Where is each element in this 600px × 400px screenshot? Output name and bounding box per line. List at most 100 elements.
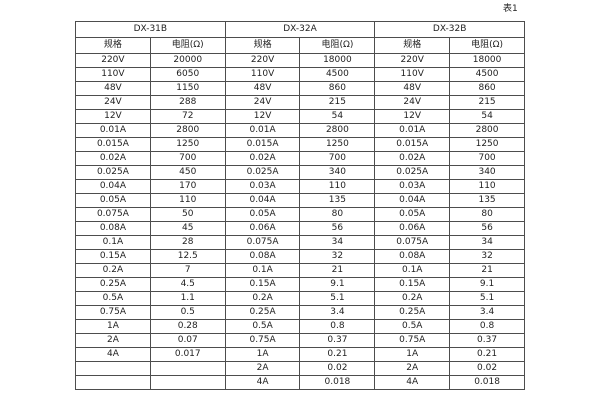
- resistance-cell: 1250: [149, 137, 226, 152]
- resistance-cell: 34: [299, 235, 376, 250]
- spec-cell: 0.03A: [224, 179, 301, 194]
- spec-cell: 48V: [224, 81, 301, 96]
- table-row: 0.2A 7 0.1A 21 0.1A 21: [75, 263, 525, 278]
- spec-cell: 12V: [224, 109, 301, 124]
- table-row: 24V 288 24V 215 24V 215: [75, 95, 525, 110]
- spec-cell: 220V: [75, 53, 151, 68]
- spec-cell: 0.02A: [75, 151, 151, 166]
- resistance-cell: 860: [449, 81, 525, 96]
- resistance-cell: 0.37: [299, 333, 376, 348]
- resistance-cell: 0.5: [149, 305, 226, 320]
- resistance-cell: 0.37: [449, 333, 525, 348]
- spec-cell: 24V: [374, 95, 451, 110]
- resistance-cell: 54: [449, 109, 525, 124]
- resistance-cell: 0.02: [299, 361, 376, 376]
- spec-cell: 4A: [374, 375, 451, 390]
- spec-cell: 0.025A: [374, 165, 451, 180]
- resistance-cell: 110: [449, 179, 525, 194]
- table-row: 0.75A 0.5 0.25A 3.4 0.25A 3.4: [75, 305, 525, 320]
- group-header-row: DX-31B DX-32A DX-32B: [75, 21, 525, 38]
- spec-cell: 0.05A: [75, 193, 151, 208]
- spec-cell: 12V: [75, 109, 151, 124]
- resistance-cell: 700: [299, 151, 376, 166]
- resistance-column-header: 电阻(Ω): [299, 37, 376, 54]
- spec-cell: 0.025A: [224, 165, 301, 180]
- group-header-dx31b: DX-31B: [75, 21, 226, 38]
- resistance-cell: 1250: [299, 137, 376, 152]
- resistance-cell: 170: [149, 179, 226, 194]
- table-row: 0.5A 1.1 0.2A 5.1 0.2A 5.1: [75, 291, 525, 306]
- spec-cell: 2A: [75, 333, 151, 348]
- spec-cell: 0.025A: [75, 165, 151, 180]
- resistance-cell: 1150: [149, 81, 226, 96]
- spec-cell: 0.25A: [374, 305, 451, 320]
- spec-cell: 0.08A: [75, 221, 151, 236]
- resistance-cell: 12.5: [149, 249, 226, 264]
- table-row: 2A 0.07 0.75A 0.37 0.75A 0.37: [75, 333, 525, 348]
- resistance-cell: 700: [149, 151, 226, 166]
- resistance-column-header: 电阻(Ω): [449, 37, 525, 54]
- spec-cell: 0.01A: [75, 123, 151, 138]
- table-row: 220V 20000 220V 18000 220V 18000: [75, 53, 525, 68]
- resistance-cell: 135: [449, 193, 525, 208]
- resistance-cell: 28: [149, 235, 226, 250]
- spec-cell: 1A: [224, 347, 301, 362]
- spec-cell: 0.02A: [224, 151, 301, 166]
- resistance-cell: 20000: [149, 53, 226, 68]
- spec-cell: 0.075A: [75, 207, 151, 222]
- table-row: 0.015A 1250 0.015A 1250 0.015A 1250: [75, 137, 525, 152]
- spec-cell: 0.06A: [224, 221, 301, 236]
- spec-cell: 110V: [75, 67, 151, 82]
- resistance-cell: 72: [149, 109, 226, 124]
- spec-column-header: 规格: [374, 37, 451, 54]
- spec-cell: 110V: [224, 67, 301, 82]
- spec-cell: 0.05A: [374, 207, 451, 222]
- spec-cell: 0.15A: [224, 277, 301, 292]
- spec-cell: 0.5A: [75, 291, 151, 306]
- table-caption: 表1: [503, 4, 518, 14]
- spec-cell: 0.01A: [374, 123, 451, 138]
- spec-cell: 1A: [374, 347, 451, 362]
- resistance-cell: 9.1: [299, 277, 376, 292]
- spec-column-header: 规格: [75, 37, 151, 54]
- spec-cell: 0.1A: [374, 263, 451, 278]
- spec-cell: 0.1A: [75, 235, 151, 250]
- resistance-cell: 32: [299, 249, 376, 264]
- resistance-cell: 80: [449, 207, 525, 222]
- resistance-column-header: 电阻(Ω): [149, 37, 226, 54]
- spec-cell: 110V: [374, 67, 451, 82]
- spec-cell: 0.01A: [224, 123, 301, 138]
- table-row: 110V 6050 110V 4500 110V 4500: [75, 67, 525, 82]
- resistance-cell: 0.21: [449, 347, 525, 362]
- resistance-cell: 18000: [449, 53, 525, 68]
- resistance-cell: 54: [299, 109, 376, 124]
- table-row: 0.02A 700 0.02A 700 0.02A 700: [75, 151, 525, 166]
- resistance-cell: 0.017: [149, 347, 226, 362]
- table-row: 1A 0.28 0.5A 0.8 0.5A 0.8: [75, 319, 525, 334]
- resistance-cell: 0.8: [299, 319, 376, 334]
- resistance-cell: 0.28: [149, 319, 226, 334]
- spec-cell: [75, 361, 151, 376]
- spec-cell: 0.1A: [224, 263, 301, 278]
- resistance-cell: 0.21: [299, 347, 376, 362]
- resistance-cell: 110: [299, 179, 376, 194]
- resistance-cell: 0.8: [449, 319, 525, 334]
- resistance-cell: 9.1: [449, 277, 525, 292]
- resistance-cell: 860: [299, 81, 376, 96]
- resistance-cell: 4500: [299, 67, 376, 82]
- resistance-cell: 2800: [449, 123, 525, 138]
- resistance-cell: 1250: [449, 137, 525, 152]
- resistance-cell: 700: [449, 151, 525, 166]
- table-row: 0.01A 2800 0.01A 2800 0.01A 2800: [75, 123, 525, 138]
- spec-cell: 12V: [374, 109, 451, 124]
- resistance-cell: 450: [149, 165, 226, 180]
- resistance-cell: 0.018: [299, 375, 376, 390]
- resistance-cell: 45: [149, 221, 226, 236]
- resistance-cell: 34: [449, 235, 525, 250]
- spec-cell: 0.75A: [224, 333, 301, 348]
- resistance-cell: 340: [449, 165, 525, 180]
- spec-cell: 0.08A: [224, 249, 301, 264]
- resistance-cell: [149, 375, 226, 390]
- spec-cell: 0.015A: [224, 137, 301, 152]
- resistance-cell: 32: [449, 249, 525, 264]
